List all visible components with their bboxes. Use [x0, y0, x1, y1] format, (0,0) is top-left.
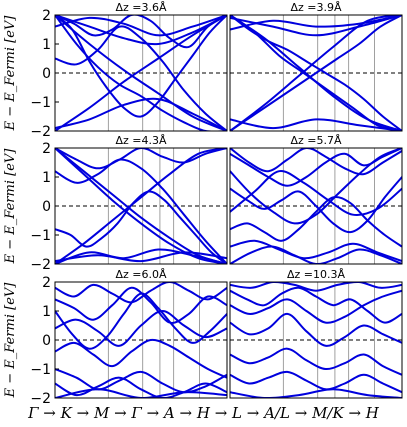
band-5 — [230, 370, 402, 394]
band-4 — [55, 376, 227, 398]
panel-title: Δz =3.9Å — [290, 1, 342, 14]
bands-group — [55, 282, 227, 398]
band-1 — [230, 286, 402, 324]
band-8 — [230, 170, 402, 217]
panel-title: Δz =4.3Å — [115, 134, 167, 147]
bands-group — [55, 148, 227, 264]
bands-group — [230, 148, 402, 264]
panel-frame — [229, 14, 403, 132]
y-tick-label: 2 — [42, 141, 51, 157]
y-axis-label: E − E_Fermi [eV] — [3, 148, 18, 265]
band-panel-3: Δz =4.3Å 2 1 0 −1 −2 E − E_Fermi [eV] — [3, 134, 228, 273]
y-tick-label: −1 — [30, 362, 51, 378]
band-4 — [230, 15, 402, 131]
band-8 — [230, 15, 402, 37]
band-panel-4: Δz =5.7Å — [229, 134, 403, 265]
band-8 — [55, 251, 227, 263]
bands-group — [55, 15, 227, 131]
panel-title: Δz =6.0Å — [115, 268, 167, 281]
y-axis-label: E − E_Fermi [eV] — [3, 282, 18, 399]
band-4 — [55, 248, 227, 264]
band-5 — [230, 176, 402, 234]
band-5 — [55, 286, 227, 324]
band-2 — [230, 118, 402, 131]
y-tick-label: −2 — [30, 391, 51, 407]
band-7 — [55, 148, 227, 264]
y-axis-label: E − E_Fermi [eV] — [3, 15, 18, 132]
band-6 — [230, 239, 402, 263]
band-8 — [55, 15, 227, 131]
band-2 — [55, 190, 227, 264]
band-panel-1: Δz =3.6Å 2 1 0 −1 −2 E − E_Fermi [eV] — [3, 1, 228, 140]
y-tick-label: 1 — [42, 304, 51, 320]
band-4 — [230, 347, 402, 376]
panel-title: Δz =3.6Å — [115, 1, 167, 14]
band-2 — [55, 338, 227, 379]
band-3 — [55, 148, 227, 170]
band-5 — [55, 158, 227, 264]
band-9 — [55, 15, 227, 37]
band-6 — [55, 25, 227, 131]
y-tick-label: 2 — [42, 8, 51, 24]
y-tick-label: −2 — [30, 124, 51, 140]
panel-frame — [229, 281, 403, 399]
band-6 — [230, 15, 402, 131]
band-2 — [230, 195, 402, 248]
bands-group — [230, 282, 402, 398]
band-3 — [55, 15, 227, 46]
bands-group — [230, 15, 402, 131]
band-5 — [55, 15, 227, 49]
y-tick-label: −1 — [30, 228, 51, 244]
band-panel-2: Δz =3.9Å — [229, 1, 403, 132]
y-tick-label: 0 — [42, 333, 51, 349]
band-3 — [230, 15, 402, 31]
band-6 — [55, 148, 227, 264]
band-3 — [230, 148, 402, 176]
band-6 — [230, 388, 402, 398]
y-tick-label: 0 — [42, 199, 51, 215]
band-7 — [230, 15, 402, 131]
band-3 — [55, 282, 227, 304]
band-3 — [230, 312, 402, 347]
band-7 — [55, 15, 227, 131]
y-tick-label: 1 — [42, 170, 51, 186]
high-symmetry-path-label: Γ → K → M → Γ → A → H → L → A/L → M/K → … — [28, 404, 379, 422]
y-tick-label: 2 — [42, 275, 51, 291]
band-4 — [55, 97, 227, 131]
band-4 — [230, 245, 402, 264]
y-tick-label: −2 — [30, 257, 51, 273]
band-7 — [55, 310, 227, 347]
band-6 — [55, 368, 227, 394]
y-tick-label: −1 — [30, 95, 51, 111]
band-1 — [55, 15, 227, 131]
y-tick-label: 0 — [42, 66, 51, 82]
y-tick-label: 1 — [42, 37, 51, 53]
band-panel-5: Δz =6.0Å 2 1 0 −1 −2 E − E_Fermi [eV] — [3, 268, 228, 407]
panel-title: Δz =5.7Å — [290, 134, 342, 147]
band-1 — [55, 148, 227, 264]
band-panel-6: Δz =10.3Å — [229, 268, 403, 399]
band-8 — [55, 388, 227, 398]
band-2 — [230, 289, 402, 324]
panel-frame — [229, 147, 403, 265]
panel-title: Δz =10.3Å — [287, 268, 346, 281]
band-5 — [230, 15, 402, 131]
band-2 — [55, 15, 227, 118]
band-7 — [230, 282, 402, 292]
band-7 — [230, 148, 402, 187]
